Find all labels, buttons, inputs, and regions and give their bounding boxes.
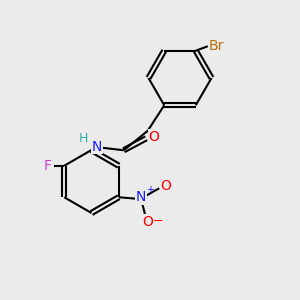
Text: H: H <box>79 132 88 146</box>
Text: −: − <box>153 215 164 228</box>
Text: N: N <box>92 140 102 154</box>
Text: O: O <box>142 215 153 229</box>
Text: O: O <box>148 130 159 144</box>
Text: N: N <box>136 190 146 204</box>
Text: Br: Br <box>208 39 224 53</box>
Text: O: O <box>160 179 171 193</box>
Text: F: F <box>44 159 52 173</box>
Text: +: + <box>146 185 154 195</box>
